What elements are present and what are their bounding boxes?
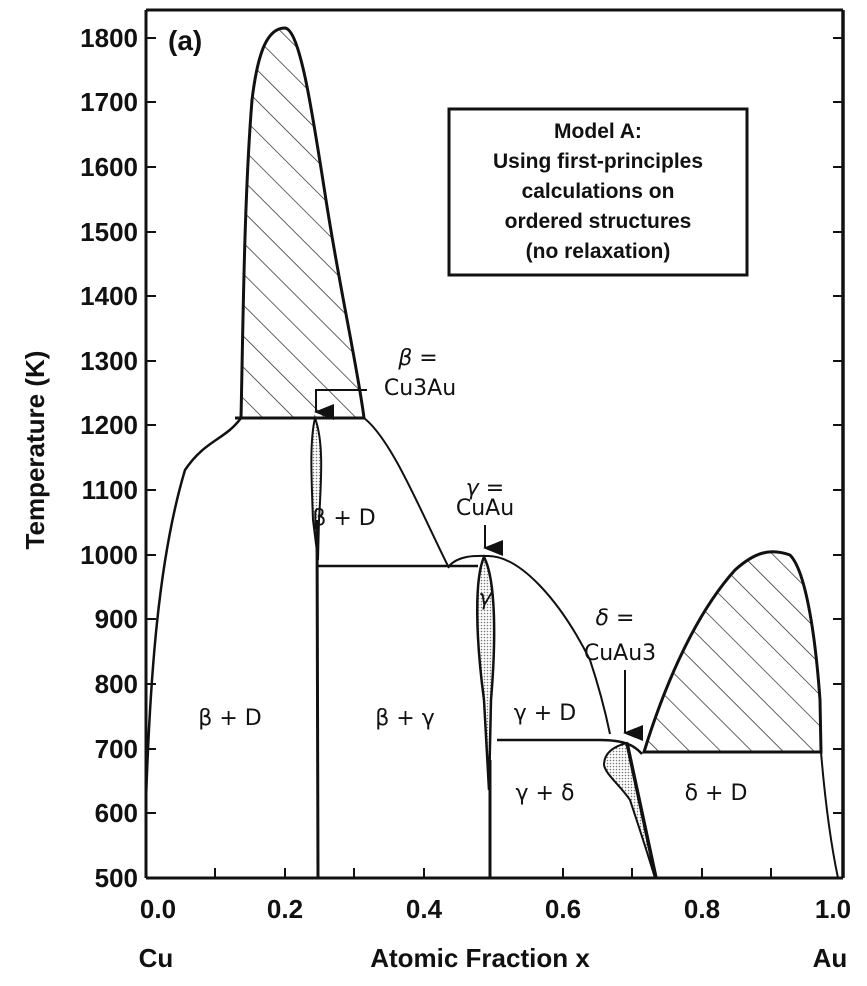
y-tick-label: 1500 xyxy=(80,217,138,247)
box-line: calculations on xyxy=(522,180,675,203)
phase-labels: β + D β + D β + γ γ γ + D γ + δ δ + D xyxy=(198,506,747,806)
svg-text:CuAu3: CuAu3 xyxy=(584,641,656,666)
x-tick-label: 0.2 xyxy=(267,894,303,924)
box-line: (no relaxation) xyxy=(526,240,671,263)
y-tick-label: 800 xyxy=(95,669,138,699)
x-tick-label: 0.6 xyxy=(545,894,581,924)
svg-text:Cu3Au: Cu3Au xyxy=(384,376,456,401)
y-tick-label: 1100 xyxy=(82,475,138,505)
svg-text:δ =: δ = xyxy=(596,606,635,631)
plot-frame xyxy=(144,8,845,880)
x-axis-title: Atomic Fraction x xyxy=(370,943,590,973)
annotation-cu3au: β = Cu3Au xyxy=(314,346,456,420)
y-tick-label: 500 xyxy=(95,863,138,893)
x-tick-label: 0.0 xyxy=(140,894,176,924)
annotation-cuau: γ = CuAu xyxy=(456,476,514,556)
y-tick-label: 1000 xyxy=(80,540,138,570)
x-axis-right-label: Au xyxy=(813,943,848,973)
y-tick-label: 1800 xyxy=(80,23,138,53)
phase-label: δ + D xyxy=(685,781,748,806)
y-tick-label: 600 xyxy=(95,798,138,828)
phase-label: γ + D xyxy=(514,701,576,726)
y-tick-label: 1700 xyxy=(80,87,138,117)
au-rich-boundary xyxy=(820,751,839,879)
svg-text:β =: β = xyxy=(397,346,437,371)
cuau3-phase-region xyxy=(602,741,656,879)
box-line: Using first-principles xyxy=(493,150,703,173)
cu-rich-boundary xyxy=(144,417,243,801)
x-axis-left-label: Cu xyxy=(139,943,174,973)
svg-text:CuAu: CuAu xyxy=(456,496,514,521)
y-tick-label: 1300 xyxy=(80,346,138,376)
phase-label: γ + δ xyxy=(516,781,575,806)
panel-label: (a) xyxy=(168,25,202,56)
svg-text:γ =: γ = xyxy=(466,476,504,501)
x-tick-label: 0.8 xyxy=(684,894,720,924)
x-ticks xyxy=(214,868,772,878)
box-line: ordered structures xyxy=(505,210,692,233)
cuau3-phase-line xyxy=(625,742,658,879)
cuau-dome xyxy=(448,554,611,735)
hatched-region-au-rich xyxy=(641,550,823,754)
y-tick-label: 1200 xyxy=(80,410,138,440)
y-axis-title: Temperature (K) xyxy=(20,351,50,550)
x-tick-labels: 0.0 0.2 0.4 0.6 0.8 1.0 xyxy=(140,894,851,924)
x-tick-label: 0.4 xyxy=(406,894,443,924)
beta-d-boundary xyxy=(363,417,450,569)
phase-label: γ xyxy=(478,586,492,611)
y-tick-labels: 500 600 700 800 900 1000 1100 1200 1300 … xyxy=(80,23,138,893)
phase-label: β + γ xyxy=(375,706,434,731)
phase-label: β + D xyxy=(312,506,375,531)
y-tick-label: 1400 xyxy=(80,281,138,311)
hatched-region-cu3au xyxy=(239,26,366,420)
annotation-cuau3: δ = CuAu3 xyxy=(584,606,656,741)
y-tick-label: 700 xyxy=(95,734,138,764)
cu3au-phase-line xyxy=(315,519,320,879)
y-tick-label: 900 xyxy=(95,604,138,634)
y-tick-label: 1600 xyxy=(80,152,138,182)
model-description-box: Model A: Using first-principles calculat… xyxy=(447,107,749,277)
box-line: Model A: xyxy=(554,120,642,143)
phase-label: β + D xyxy=(198,706,261,731)
x-tick-label: 1.0 xyxy=(815,894,851,924)
y-ticks xyxy=(146,37,843,879)
